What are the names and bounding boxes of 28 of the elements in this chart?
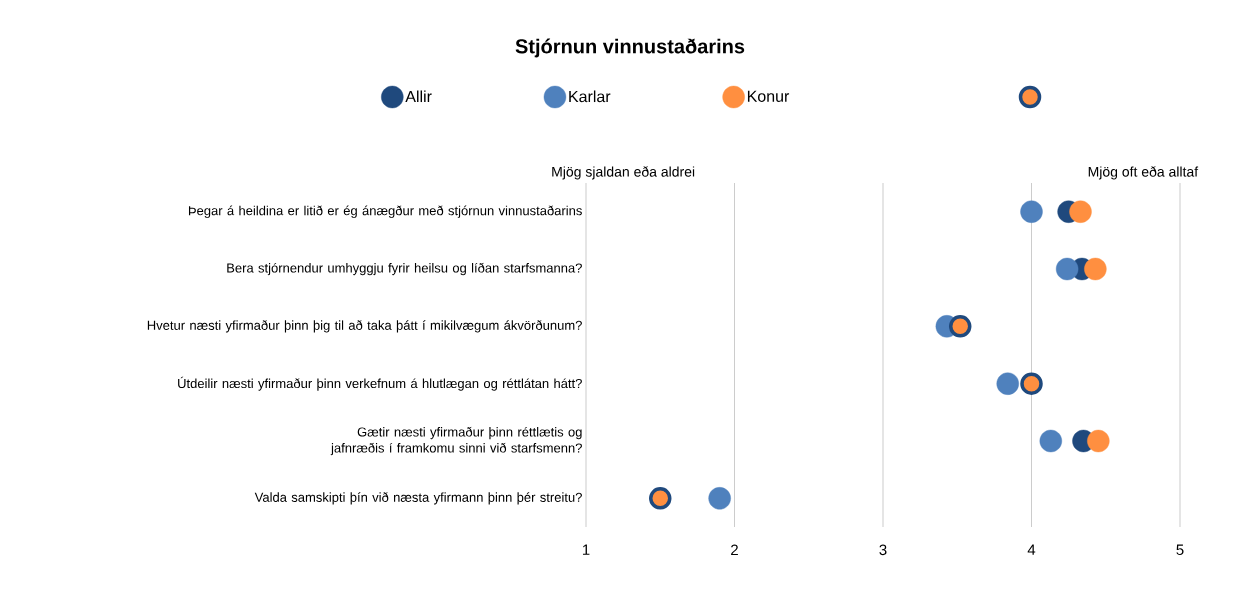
chart-title: Stjórnun vinnustaðarins — [515, 38, 745, 58]
x-tick-label: 1 — [582, 544, 590, 555]
point — [1020, 200, 1043, 223]
y-tick-label: Bera stjórnendur umhyggju fyrir heilsu og líðan starfsmanna? — [227, 262, 582, 276]
point — [649, 487, 672, 510]
point — [1069, 200, 1092, 223]
point — [1084, 257, 1107, 281]
point — [1039, 429, 1063, 453]
point — [1020, 372, 1043, 395]
point — [1055, 257, 1079, 281]
legend-label: Karlar — [569, 90, 611, 103]
legend-label: Allir — [405, 90, 432, 103]
x-tick-label: 5 — [1176, 544, 1184, 555]
x-tick-label: 4 — [1027, 544, 1036, 555]
point — [948, 315, 972, 338]
legend-label: Konur — [747, 90, 790, 102]
x-tick-label: 3 — [879, 544, 887, 556]
point — [1087, 429, 1110, 453]
point — [996, 372, 1019, 395]
point — [708, 487, 731, 510]
text: Mjög oft eða alltaf — [1088, 166, 1199, 180]
y-tick-label: Gætir næsti yfirmaður þinn réttlætis og jafnræðis í framkomu sinni við starfsmenn? — [330, 426, 582, 456]
y-tick-label: Þegar á heildina er litið er ég ánægður með stjórnun vinnustaðarins — [188, 205, 582, 218]
y-tick-label: Valda samskipti þín við næsta yfirmann þinn þér streitu? — [254, 492, 582, 505]
x-tick-label: 2 — [731, 544, 738, 556]
text: Mjög sjaldan eða aldrei — [552, 166, 695, 180]
y-tick-label: Hvetur næsti yfirmaður þinn þig til að taka þátt í mikilvægum ákvörðunum? — [147, 320, 582, 333]
y-tick-label: Útdeilir næsti yfirmaður þinn verkefnum á hlutlægan og réttlátan hátt? — [178, 376, 582, 391]
